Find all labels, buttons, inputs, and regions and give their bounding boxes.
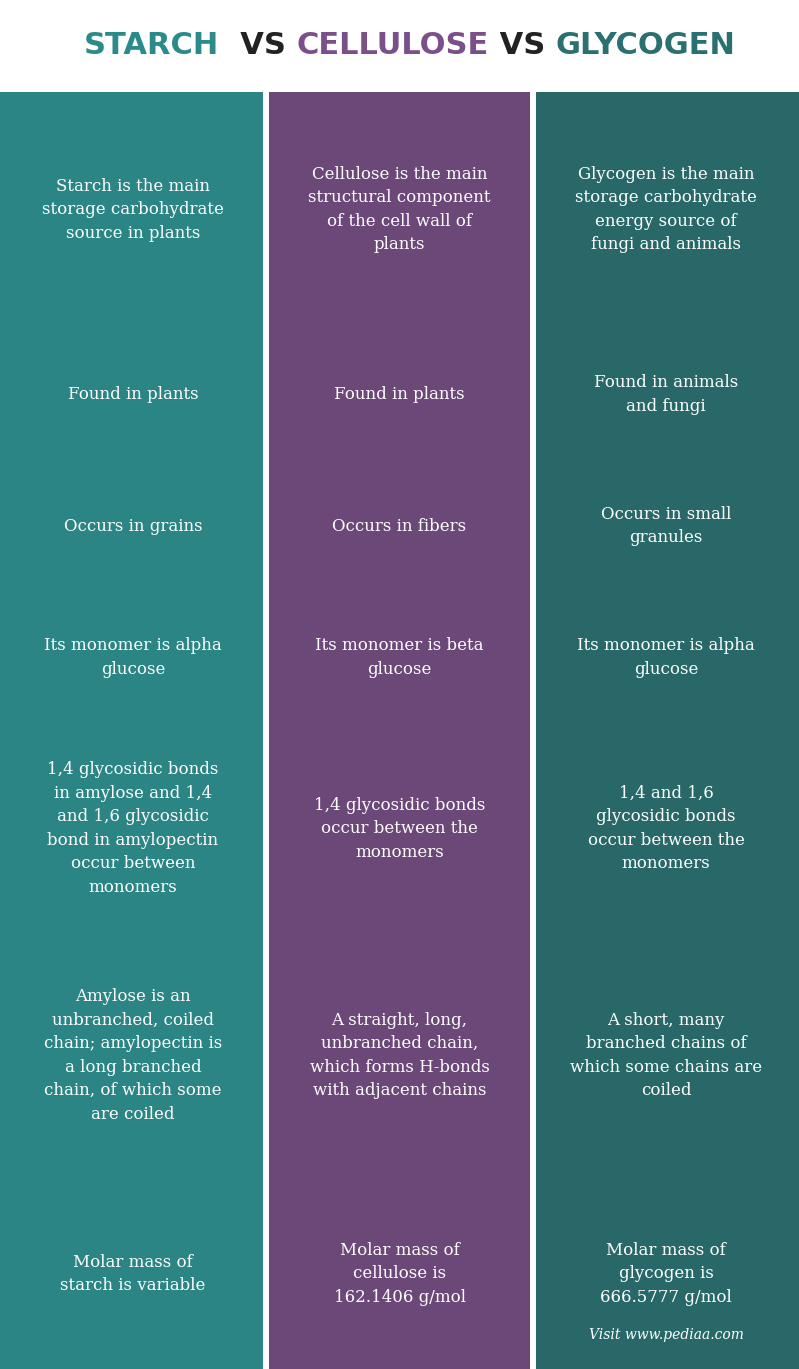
Text: Found in plants: Found in plants [334, 386, 465, 402]
Bar [266, 92, 533, 1369]
Text: Glycogen is the main
storage carbohydrate
energy source of
fungi and animals: Glycogen is the main storage carbohydrat… [575, 166, 757, 253]
Text: 1,4 and 1,6
glycosidic bonds
occur between the
monomers: 1,4 and 1,6 glycosidic bonds occur betwe… [587, 784, 745, 872]
Text: Starch is the main
storage carbohydrate
source in plants: Starch is the main storage carbohydrate … [42, 178, 224, 241]
Text: Occurs in grains: Occurs in grains [64, 517, 202, 534]
Text: GLYCOGEN: GLYCOGEN [555, 31, 735, 60]
Text: Molar mass of
starch is variable: Molar mass of starch is variable [61, 1254, 205, 1294]
Text: Occurs in small
granules: Occurs in small granules [601, 505, 731, 546]
Text: VS: VS [489, 31, 555, 60]
Text: Visit www.pediaa.com: Visit www.pediaa.com [589, 1328, 743, 1342]
Text: Molar mass of
cellulose is
162.1406 g/mol: Molar mass of cellulose is 162.1406 g/mo… [333, 1242, 466, 1306]
Text: Its monomer is beta
glucose: Its monomer is beta glucose [316, 638, 483, 678]
Text: A short, many
branched chains of
which some chains are
coiled: A short, many branched chains of which s… [570, 1012, 762, 1099]
Bar [264, 92, 269, 1369]
Text: Occurs in fibers: Occurs in fibers [332, 517, 467, 534]
Bar [531, 92, 536, 1369]
Text: Its monomer is alpha
glucose: Its monomer is alpha glucose [577, 638, 755, 678]
Text: STARCH: STARCH [84, 31, 219, 60]
Text: 1,4 glycosidic bonds
occur between the
monomers: 1,4 glycosidic bonds occur between the m… [314, 797, 485, 861]
Text: CELLULOSE: CELLULOSE [296, 31, 489, 60]
Text: VS: VS [219, 31, 296, 60]
Bar [0, 92, 266, 1369]
Text: 1,4 glycosidic bonds
in amylose and 1,4
and 1,6 glycosidic
bond in amylopectin
o: 1,4 glycosidic bonds in amylose and 1,4 … [47, 761, 219, 895]
Text: A straight, long,
unbranched chain,
which forms H-bonds
with adjacent chains: A straight, long, unbranched chain, whic… [309, 1012, 490, 1099]
Text: Its monomer is alpha
glucose: Its monomer is alpha glucose [44, 638, 222, 678]
Text: Found in plants: Found in plants [68, 386, 198, 402]
Bar [0, 0, 799, 92]
Text: Molar mass of
glycogen is
666.5777 g/mol: Molar mass of glycogen is 666.5777 g/mol [600, 1242, 732, 1306]
Text: Cellulose is the main
structural component
of the cell wall of
plants: Cellulose is the main structural compone… [308, 166, 491, 253]
Text: Found in animals
and fungi: Found in animals and fungi [594, 374, 738, 415]
Text: Amylose is an
unbranched, coiled
chain; amylopectin is
a long branched
chain, of: Amylose is an unbranched, coiled chain; … [44, 988, 222, 1123]
Bar [533, 92, 799, 1369]
